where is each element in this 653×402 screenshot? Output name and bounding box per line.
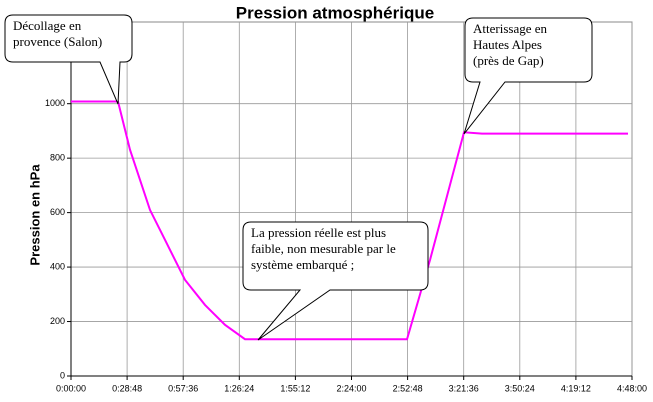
x-tick-label: 4:48:00 — [617, 383, 647, 393]
x-tick-label: 2:52:48 — [393, 383, 423, 393]
y-tick-label: 400 — [50, 261, 65, 271]
annotation-line: La pression réelle est plus — [251, 225, 386, 240]
y-tick-label: 200 — [50, 316, 65, 326]
y-tick-label: 800 — [50, 153, 65, 163]
x-tick-label: 1:55:12 — [280, 383, 310, 393]
callout — [242, 221, 429, 341]
annotation: Décollage en provence (Salon) — [13, 18, 102, 49]
x-tick-label: 3:21:36 — [449, 383, 479, 393]
x-tick-label: 3:50:24 — [505, 383, 535, 393]
callout — [463, 17, 593, 135]
y-axis-label: Pression en hPa — [27, 164, 42, 266]
annotation: Atterissage en Hautes Alpes (près de Gap) — [473, 21, 548, 68]
y-tick-label: 1000 — [45, 98, 65, 108]
annotation-line: Atterissage en — [473, 21, 548, 36]
y-tick-label: 0 — [60, 370, 65, 380]
annotation-line: faible, non mesurable par le — [251, 241, 396, 256]
y-tick-label: 600 — [50, 207, 65, 217]
annotation-line: provence (Salon) — [13, 34, 102, 49]
x-tick-label: 1:26:24 — [224, 383, 254, 393]
x-tick-label: 4:19:12 — [561, 383, 591, 393]
annotation-line: Hautes Alpes — [473, 37, 542, 52]
chart-title: Pression atmosphérique — [236, 3, 434, 22]
annotation-line: Décollage en — [13, 18, 82, 33]
annotation-line: système embarqué ; — [251, 257, 354, 272]
annotation: La pression réelle est plus faible, non m… — [251, 225, 396, 272]
data-line — [71, 100, 629, 341]
x-tick-label: 0:28:48 — [112, 383, 142, 393]
x-tick-label: 2:24:00 — [336, 383, 366, 393]
x-tick-label: 0:57:36 — [168, 383, 198, 393]
callout — [4, 14, 133, 105]
annotation-line: (près de Gap) — [473, 53, 544, 68]
x-tick-label: 0:00:00 — [56, 383, 86, 393]
